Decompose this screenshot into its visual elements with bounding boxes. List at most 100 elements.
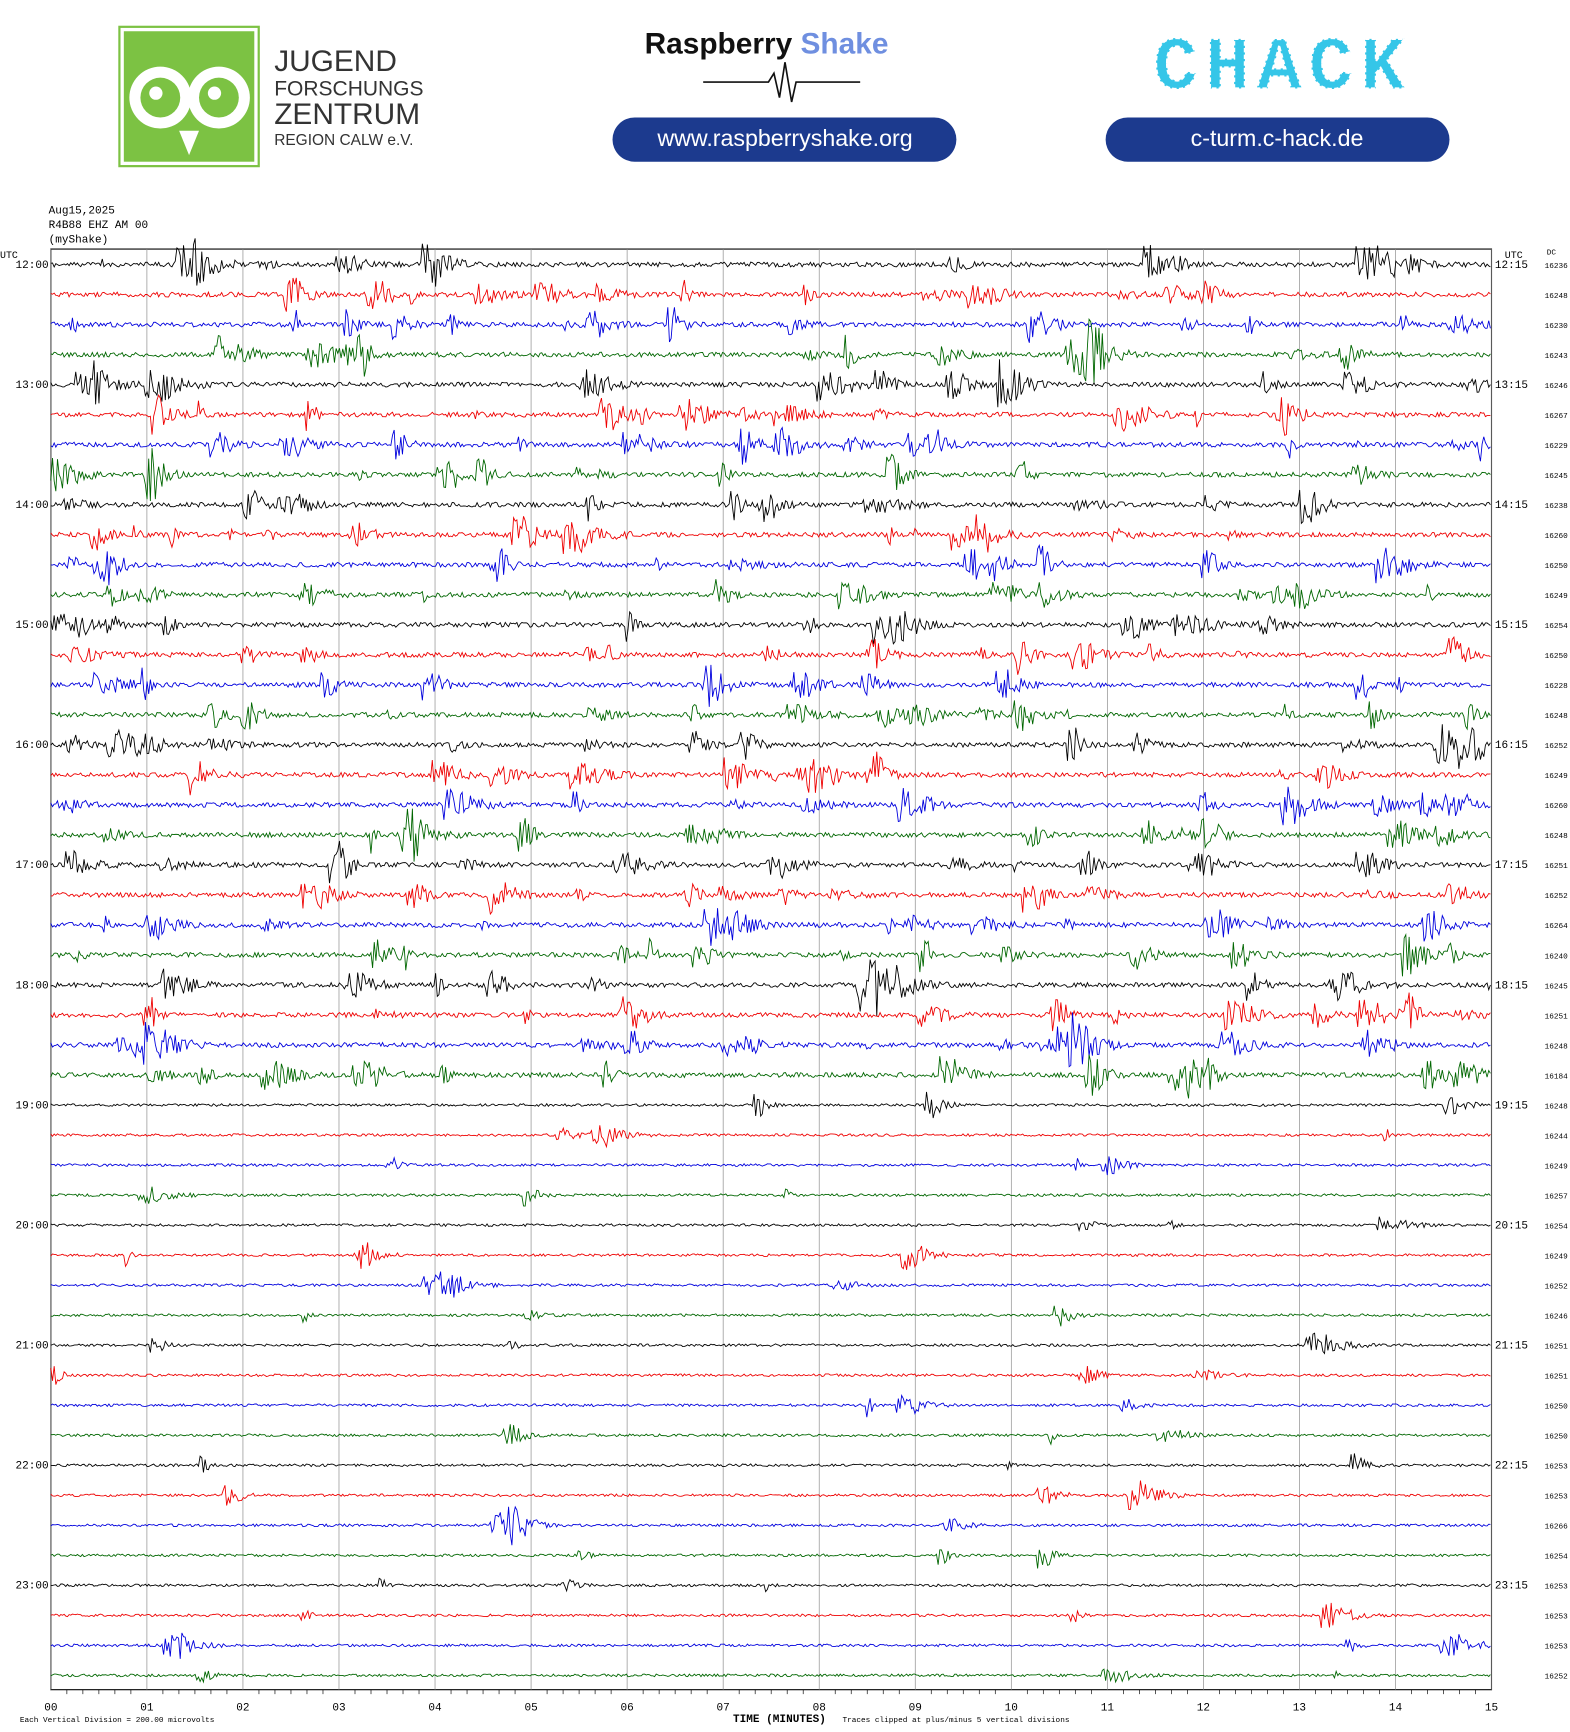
trace (50, 1012, 1491, 1068)
x-tick-label: 06 (620, 1703, 633, 1715)
clip-note: Traces clipped at plus/minus 5 vertical … (842, 1717, 1069, 1725)
left-time-label: 22:00 (15, 1461, 48, 1473)
dc-value: 16229 (1545, 443, 1569, 451)
dc-value: 16250 (1545, 563, 1569, 571)
trace (50, 1632, 1491, 1659)
trace (50, 1424, 1491, 1446)
trace (50, 610, 1491, 645)
trace (50, 664, 1491, 707)
x-title: TIME (MINUTES) (733, 1714, 826, 1726)
dc-value: 16248 (1545, 1103, 1569, 1111)
dc-header: DC (1547, 250, 1557, 258)
left-time-label: 17:00 (15, 860, 48, 872)
right-time-label: 23:15 (1495, 1581, 1528, 1593)
right-time-label: 13:15 (1495, 380, 1528, 392)
dc-value: 16248 (1545, 1043, 1569, 1051)
dc-value: 16252 (1545, 1674, 1569, 1682)
dc-value: 16249 (1545, 593, 1569, 601)
trace (50, 359, 1491, 408)
left-time-label: 18:00 (15, 980, 48, 992)
dc-value: 16184 (1545, 1073, 1569, 1081)
right-time-label: 18:15 (1495, 980, 1528, 992)
dc-value: 16250 (1545, 1434, 1569, 1442)
x-tick-label: 15 (1485, 1703, 1498, 1715)
chack-pill (1105, 117, 1450, 162)
dc-value: 16251 (1545, 1374, 1569, 1382)
right-time-label: 21:15 (1495, 1340, 1528, 1352)
dc-value: 16251 (1545, 1013, 1569, 1021)
rs-url: www.raspberryshake.org (656, 125, 912, 151)
plot-frame (50, 248, 1493, 1691)
dc-value: 16266 (1545, 1524, 1569, 1532)
left-time-label: 13:00 (15, 380, 48, 392)
grid (50, 249, 1492, 1695)
right-time-label: 17:15 (1495, 860, 1528, 872)
trace (50, 448, 1491, 502)
right-time-label: 16:15 (1495, 740, 1528, 752)
jfz-text: ZENTRUM (274, 98, 420, 131)
trace (50, 1577, 1491, 1593)
jfz-text: FORSCHUNGS (274, 77, 423, 100)
rs-pill (612, 117, 957, 162)
trace (50, 1186, 1491, 1207)
trace (50, 489, 1491, 525)
division-note: Each Vertical Division = 200.00 microvol… (20, 1717, 215, 1725)
traces (50, 238, 1491, 1684)
rs-name-1: Raspberry (645, 27, 793, 60)
x-tick-label: 09 (909, 1703, 922, 1715)
dc-value: 16230 (1545, 323, 1569, 331)
left-time-label: 20:00 (15, 1220, 48, 1232)
dc-value: 16264 (1545, 923, 1569, 931)
x-tick-label: 07 (717, 1703, 730, 1715)
right-time-label: 22:15 (1495, 1461, 1528, 1473)
trace (50, 514, 1491, 555)
x-tick-label: 11 (1101, 1703, 1115, 1715)
dc-value: 16254 (1545, 623, 1569, 631)
right-time-label: 15:15 (1495, 620, 1528, 632)
trace (50, 238, 1491, 287)
station: R4B88 EHZ AM 00 (49, 220, 148, 232)
right-unit: UTC (1505, 250, 1523, 261)
labels: 00 01 02 03 04 05 06 07 08 09 10 11 12 13 14 15 16236 162… (15, 260, 1568, 1715)
trace (50, 1054, 1491, 1099)
date: Aug15,2025 (49, 206, 115, 218)
dc-value: 16236 (1545, 263, 1569, 271)
right-time-label: 14:15 (1495, 500, 1528, 512)
trace (50, 1602, 1491, 1628)
x-tick-label: 12 (1197, 1703, 1210, 1715)
dc-value: 16245 (1545, 473, 1569, 481)
dc-value: 16251 (1545, 1343, 1569, 1351)
trace (50, 1394, 1491, 1418)
dc-value: 16249 (1545, 773, 1569, 781)
trace (50, 1091, 1491, 1119)
jfz-text: JUGEND (274, 45, 397, 78)
trace (50, 317, 1491, 384)
trace (50, 1332, 1491, 1355)
trace (50, 1271, 1491, 1298)
dc-value: 16253 (1545, 1614, 1569, 1622)
dc-value: 16257 (1545, 1193, 1569, 1201)
right-time-label: 20:15 (1495, 1220, 1528, 1232)
trace (50, 933, 1491, 977)
dc-value: 16228 (1545, 683, 1569, 691)
dc-value: 16260 (1545, 533, 1569, 541)
left-unit: UTC (0, 250, 18, 261)
trace (50, 1453, 1491, 1473)
dc-value: 16238 (1545, 503, 1569, 511)
dc-value: 16250 (1545, 653, 1569, 661)
dc-value: 16253 (1545, 1494, 1569, 1502)
left-time-label: 15:00 (15, 620, 48, 632)
trace (50, 579, 1491, 610)
trace (50, 1305, 1491, 1327)
x-tick-label: 08 (813, 1703, 826, 1715)
trace (50, 1480, 1491, 1510)
trace (50, 992, 1491, 1032)
x-tick-label: 00 (44, 1703, 57, 1715)
x-tick-label: 10 (1005, 1703, 1018, 1715)
dc-value: 16246 (1545, 383, 1569, 391)
x-tick-label: 03 (332, 1703, 345, 1715)
left-time-label: 21:00 (15, 1340, 48, 1352)
trace (50, 426, 1491, 465)
right-time-label: 19:15 (1495, 1100, 1528, 1112)
